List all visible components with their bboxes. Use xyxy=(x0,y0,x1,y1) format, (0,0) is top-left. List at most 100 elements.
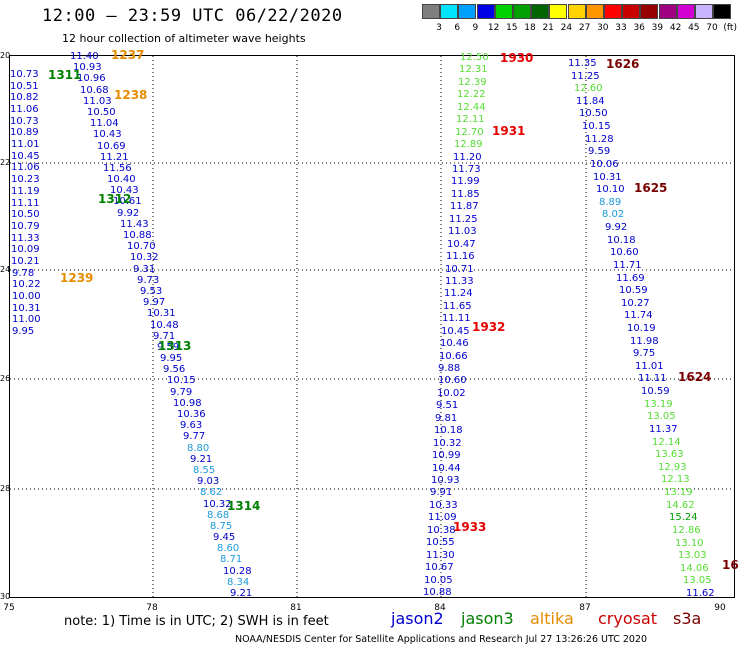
wave-height-value: 8.75 xyxy=(210,521,233,532)
wave-height-value: 11.62 xyxy=(686,588,715,599)
wave-height-value: 10.47 xyxy=(447,239,476,250)
wave-height-value: 11.73 xyxy=(452,164,481,175)
wave-height-value: 11.01 xyxy=(635,361,664,372)
wave-height-value: 10.09 xyxy=(11,244,40,255)
wave-height-value: 10.31 xyxy=(12,303,41,314)
wave-height-value: 12.39 xyxy=(458,77,487,88)
wave-height-value: 11.11 xyxy=(11,198,40,209)
wave-height-value: 10.60 xyxy=(610,247,639,258)
wave-height-value: 10.89 xyxy=(10,127,39,138)
track-label: 16 xyxy=(722,558,739,572)
colorbar-tick-label: 12 xyxy=(487,23,500,33)
wave-height-value: 12.70 xyxy=(455,127,484,138)
track-label: 1626 xyxy=(606,57,640,71)
wave-height-value: 11.11 xyxy=(638,373,667,384)
wave-height-value: 11.74 xyxy=(624,310,653,321)
wave-height-value: 11.87 xyxy=(450,201,479,212)
wave-height-value: 9.51 xyxy=(436,400,459,411)
wave-height-value: 10.50 xyxy=(87,107,116,118)
colorbar-swatch xyxy=(640,4,659,19)
wave-height-value: 11.69 xyxy=(616,273,645,284)
wave-height-value: 10.32 xyxy=(433,438,462,449)
colorbar-tick-label: 45 xyxy=(688,23,700,33)
wave-height-value: 15.24 xyxy=(669,512,698,523)
colorbar-tick-label: (ft) xyxy=(723,23,737,33)
wave-height-value: 9.92 xyxy=(117,208,140,219)
wave-height-value: 10.51 xyxy=(10,81,39,92)
wave-height-value: 10.60 xyxy=(438,375,467,386)
wave-height-value: 9.95 xyxy=(12,326,35,337)
track-label: 1314 xyxy=(227,499,261,513)
longitude-label: 84 xyxy=(434,603,446,613)
wave-height-value: 11.33 xyxy=(445,276,474,287)
wave-height-value: 10.43 xyxy=(110,185,139,196)
wave-height-value: 11.99 xyxy=(451,176,480,187)
wave-height-value: 14.62 xyxy=(666,500,695,511)
wave-height-value: 10.61 xyxy=(113,196,142,207)
track-label: 1625 xyxy=(634,181,668,195)
legend-item: jason2 xyxy=(391,609,444,628)
colorbar-tick-label: 6 xyxy=(454,23,461,33)
wave-height-value: 12.31 xyxy=(459,64,488,75)
wave-height-value: 10.66 xyxy=(439,351,468,362)
wave-height-value: 10.06 xyxy=(590,159,619,170)
wave-height-value: 13.19 xyxy=(644,399,673,410)
wave-height-value: 11.33 xyxy=(11,233,40,244)
wave-height-value: 10.68 xyxy=(80,85,109,96)
wave-height-value: 12.89 xyxy=(454,139,483,150)
track-label: 1624 xyxy=(678,370,712,384)
wave-height-value: 10.28 xyxy=(223,566,252,577)
latitude-label: 30 xyxy=(0,592,11,601)
track-label: 1239 xyxy=(60,271,94,285)
wave-height-value: 9.95 xyxy=(160,353,183,364)
latitude-label: 22 xyxy=(0,158,11,167)
colorbar-tick-label: 39 xyxy=(651,23,664,33)
wave-height-value: 10.69 xyxy=(97,141,126,152)
wave-height-value: 12.14 xyxy=(652,437,681,448)
track-label: 1932 xyxy=(472,320,506,334)
wave-height-value: 10.23 xyxy=(11,174,40,185)
wave-height-value: 11.40 xyxy=(70,51,99,62)
legend-item: jason3 xyxy=(461,609,514,628)
wave-height-value: 10.44 xyxy=(432,463,461,474)
wave-height-value: 8.02 xyxy=(602,209,625,220)
wave-height-value: 10.36 xyxy=(177,409,206,420)
wave-height-value: 11.00 xyxy=(12,314,41,325)
wave-height-value: 11.09 xyxy=(428,512,457,523)
wave-height-value: 10.73 xyxy=(10,116,39,127)
wave-height-value: 13.05 xyxy=(647,411,676,422)
wave-height-value: 8.55 xyxy=(193,465,216,476)
wave-height-value: 10.40 xyxy=(107,174,136,185)
wave-height-value: 11.30 xyxy=(426,550,455,561)
wave-height-value: 9.63 xyxy=(180,420,203,431)
wave-height-value: 11.65 xyxy=(443,301,472,312)
wave-height-value: 11.06 xyxy=(11,162,40,173)
wave-height-value: 11.25 xyxy=(571,71,600,82)
wave-height-value: 10.10 xyxy=(596,184,625,195)
wave-height-value: 10.82 xyxy=(10,92,39,103)
wave-height-value: 10.96 xyxy=(77,73,106,84)
wave-height-value: 11.06 xyxy=(10,104,39,115)
note-text: note: 1) Time is in UTC; 2) SWH is in fe… xyxy=(64,614,329,629)
wave-height-value: 13.05 xyxy=(683,575,712,586)
track-label: 1931 xyxy=(492,124,526,138)
wave-height-value: 12.44 xyxy=(457,102,486,113)
wave-height-value: 13.63 xyxy=(655,449,684,460)
wave-height-value: 12.86 xyxy=(672,525,701,536)
wave-height-value: 10.21 xyxy=(11,256,40,267)
wave-height-value: 9.59 xyxy=(157,342,180,353)
colorbar-tick-label: 21 xyxy=(542,23,554,33)
colorbar-swatch xyxy=(422,4,440,19)
colorbar-swatch xyxy=(440,4,459,19)
colorbar-swatch xyxy=(531,4,550,19)
wave-height-value: 10.43 xyxy=(93,129,122,140)
latitude-label: 26 xyxy=(0,374,11,383)
wave-height-value: 10.88 xyxy=(423,587,452,598)
track-label: 1930 xyxy=(500,51,534,65)
wave-height-value: 11.37 xyxy=(649,424,678,435)
longitude-label: 78 xyxy=(146,603,158,613)
wave-height-value: 10.70 xyxy=(127,241,156,252)
wave-height-value: 11.43 xyxy=(120,219,149,230)
wave-height-value: 10.93 xyxy=(73,62,102,73)
